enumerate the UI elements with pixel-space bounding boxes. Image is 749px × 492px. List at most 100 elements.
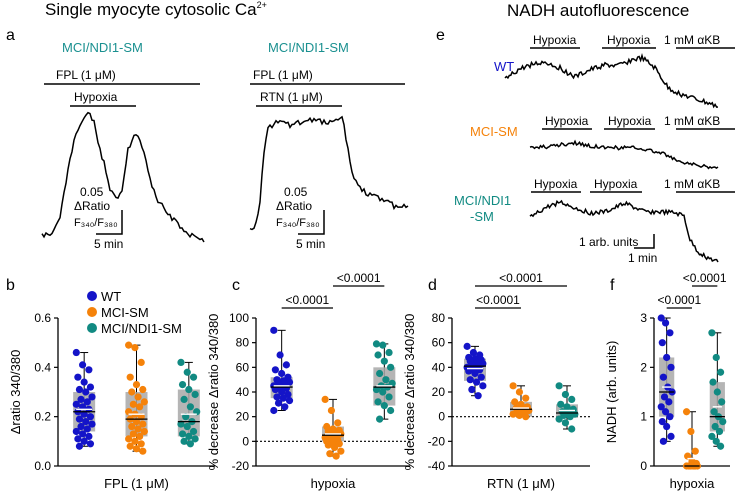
- d-point-2-4: [563, 403, 571, 411]
- f-point-2-0: [708, 329, 716, 337]
- panel-c-boxplot: -20 0 20 40 60 80 100 <0.0001 <0.0001 hypoxia % de…: [206, 271, 410, 491]
- c-point-0-20: [274, 399, 283, 407]
- d-point-2-1: [561, 390, 570, 399]
- nadh-row-mci-trace: [529, 139, 719, 170]
- left-header: Single myocyte cytosolic Ca2+: [45, 0, 267, 19]
- f-point-2-4: [713, 388, 721, 396]
- c-point-0-0: [270, 326, 278, 334]
- c-ytick-label-0: -20: [232, 459, 250, 473]
- b-point-0-23: [78, 430, 87, 438]
- b-point-0-9: [77, 395, 85, 403]
- panel-a-left-bar1-label: FPL (1 μM): [56, 68, 116, 82]
- legend-mci-marker: [87, 307, 97, 317]
- b-point-2-1: [183, 368, 191, 376]
- f-point-0-13: [666, 413, 674, 421]
- c-point-2-12: [379, 388, 387, 396]
- c-xlabel: hypoxia: [311, 476, 357, 491]
- c-point-1-19: [337, 447, 345, 455]
- b-point-0-19: [88, 420, 96, 428]
- f-point-2-3: [709, 378, 717, 386]
- b-point-1-8: [140, 398, 148, 406]
- panel-b-letter: b: [6, 277, 15, 294]
- f-xlabel: hypoxia: [670, 476, 716, 491]
- b-point-0-2: [85, 366, 93, 374]
- legend-mci-label: MCI-SM: [101, 305, 149, 320]
- b-point-1-4: [132, 381, 141, 389]
- d-point-2-12: [561, 419, 570, 427]
- b-point-1-18: [134, 425, 142, 433]
- f-point-2-5: [718, 398, 726, 406]
- b-point-2-3: [178, 381, 187, 389]
- nadh-row-wt-trace: [504, 52, 719, 109]
- d-point-0-15: [471, 369, 479, 378]
- b-point-2-7: [186, 403, 195, 411]
- b-point-0-4: [80, 378, 88, 386]
- c-point-2-15: [380, 401, 388, 410]
- c-point-2-2: [385, 348, 393, 357]
- c-point-1-21: [332, 452, 340, 460]
- b-point-1-17: [128, 422, 136, 431]
- f-comparison-label-0: <0.0001: [657, 293, 701, 307]
- nadh-row-wt-label: WT: [494, 59, 514, 74]
- b-ytick-label-2: 0.4: [34, 360, 51, 374]
- f-point-0-0: [657, 314, 665, 322]
- b-point-1-21: [136, 432, 144, 440]
- panel-a-left-scale-ratio: F₃₄₀/F₃₈₀: [74, 217, 118, 229]
- d-point-0-16: [477, 373, 485, 381]
- panel-d-boxplot: -40 -20 0 20 40 60 80 <0.0001 <0.0001 RTN (1 μM)%…: [402, 271, 590, 491]
- legend: WT MCI-SM MCI/NDI1-SM: [87, 289, 182, 336]
- panel-e-scale-time: 1 min: [628, 251, 657, 265]
- panel-a-right-scale-label: ΔRatio: [276, 199, 312, 213]
- b-point-2-2: [189, 373, 198, 381]
- b-point-2-13: [189, 427, 198, 436]
- f-point-0-4: [663, 353, 671, 362]
- c-point-0-14: [271, 385, 279, 394]
- f-ytick-label-2: 2: [640, 360, 647, 374]
- nadh-row-wt-hyp2-label: Hypoxia: [607, 33, 651, 47]
- d-ylabel: % decrease Δratio 340/380: [402, 314, 417, 471]
- b-point-2-16: [191, 435, 199, 443]
- b-point-0-17: [75, 415, 84, 423]
- d-point-0-0: [463, 342, 471, 350]
- f-point-0-14: [658, 418, 666, 426]
- panel-c-letter: c: [232, 277, 240, 294]
- d-ytick-label-0: -40: [428, 459, 446, 473]
- c-point-0-2: [282, 361, 290, 369]
- c-point-2-14: [374, 398, 382, 406]
- f-point-0-6: [659, 373, 668, 381]
- c-point-0-19: [285, 397, 294, 405]
- c-point-1-2: [334, 419, 342, 427]
- c-point-2-5: [387, 363, 395, 371]
- d-point-2-13: [568, 425, 576, 433]
- b-point-0-26: [80, 437, 88, 445]
- b-point-1-22: [125, 435, 133, 443]
- b-point-2-6: [180, 395, 188, 403]
- b-point-0-15: [80, 410, 88, 418]
- panel-d-letter: d: [428, 277, 437, 294]
- d-ytick-label-4: 40: [432, 360, 446, 374]
- b-point-1-2: [137, 358, 145, 366]
- b-point-2-15: [185, 432, 193, 440]
- b-point-0-3: [74, 373, 82, 381]
- d-point-0-17: [466, 376, 474, 384]
- c-comparison-label-1: <0.0001: [337, 271, 381, 285]
- legend-wt-marker: [87, 291, 97, 301]
- d-point-2-3: [557, 400, 565, 408]
- b-point-0-22: [72, 427, 80, 436]
- f-point-1-0: [682, 408, 691, 416]
- f-point-2-11: [708, 432, 716, 440]
- legend-ndi-marker: [87, 323, 97, 333]
- d-point-1-1: [515, 388, 524, 396]
- panel-e-letter: e: [436, 27, 445, 44]
- d-point-0-21: [474, 392, 482, 400]
- legend-ndi-label: MCI/NDI1-SM: [101, 321, 182, 336]
- b-point-0-10: [83, 398, 91, 406]
- panel-a-left-scalebar: [96, 210, 123, 235]
- f-point-2-10: [715, 427, 724, 436]
- panel-a-left-scale-value: 0.05: [80, 185, 104, 199]
- panel-a-left-scale-label: ΔRatio: [74, 199, 110, 213]
- c-point-2-0: [372, 340, 381, 348]
- panel-a-right-scale-time: 5 min: [296, 237, 325, 251]
- d-ytick-label-5: 60: [432, 336, 446, 350]
